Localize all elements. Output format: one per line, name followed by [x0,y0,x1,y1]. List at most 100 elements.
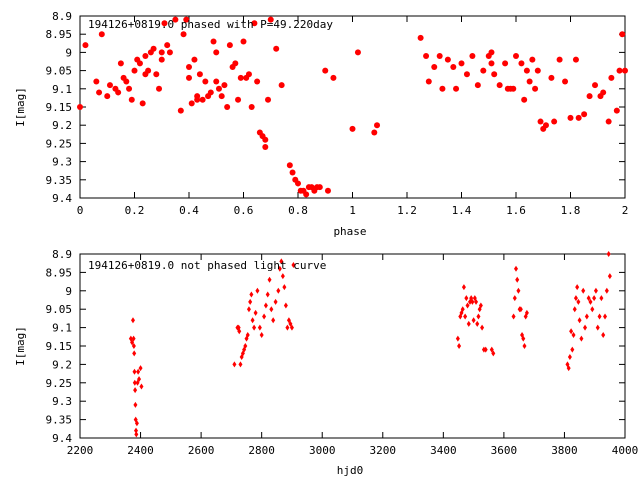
data-point [417,34,424,41]
data-point [283,302,288,309]
data-point [469,53,476,60]
data-point [235,96,242,103]
data-point [480,324,485,331]
x-tick-label: 2 [622,204,629,217]
data-point [567,114,574,121]
data-point [604,287,609,294]
data-point [450,63,457,70]
data-point [431,63,438,70]
data-point [584,313,589,320]
y-tick-label: 9.1 [52,83,72,96]
data-point [439,85,446,92]
data-point [603,313,608,320]
data-point [322,67,329,74]
data-point [117,60,124,67]
data-point [188,100,195,107]
y-tick-label: 9.4 [52,432,72,445]
data-point [286,162,293,169]
data-point [186,63,192,70]
data-point [573,295,578,302]
data-point [444,56,451,63]
data-point [243,343,248,349]
data-point [202,78,209,85]
data-point [226,42,233,49]
data-point [106,82,113,89]
y-tick-label: 9.35 [46,174,73,187]
data-point [532,85,539,92]
data-point [524,309,529,316]
data-point [265,96,272,103]
data-point [583,324,588,331]
data-point [267,16,274,23]
data-point [567,354,572,361]
data-point [232,60,239,67]
data-point [213,49,220,56]
data-point [98,31,105,38]
data-point [137,376,142,383]
data-point [516,287,521,294]
data-point [133,401,138,408]
data-point [542,122,549,129]
data-point [371,129,378,136]
data-point [374,122,381,129]
data-point [139,100,146,107]
data-point [194,96,201,103]
data-point [518,60,525,67]
data-point [476,313,481,320]
data-point [207,89,214,96]
data-point [136,60,143,67]
y-tick-label: 9.2 [52,358,72,371]
data-point [273,298,278,305]
data-point [136,368,141,375]
data-point [96,89,103,96]
plot-frame [79,253,626,439]
data-point [521,335,526,342]
data-point [526,78,533,85]
data-point [436,53,443,60]
x-tick-label: 3000 [309,444,336,457]
y-axis-ticks: 8.9 8.95 9 9.05 9.1 9.15 9.2 9.25 9.3 9.35 9.4 [46,248,625,445]
data-point [510,85,517,92]
y-tick-label: 9.05 [46,65,73,78]
data-point [134,431,139,438]
data-point [249,291,254,298]
data-point [77,104,83,110]
data-point [529,56,536,63]
data-points [128,251,612,438]
data-point [480,67,487,74]
data-point [156,85,163,92]
y-tick-label: 8.9 [52,248,72,261]
data-point [265,291,270,298]
data-point [488,49,495,56]
data-point [562,78,569,85]
y-tick-label: 8.95 [46,28,73,41]
data-point [460,306,465,313]
data-point [478,302,483,309]
data-point [269,306,274,313]
y-tick-label: 9.35 [46,414,73,427]
data-point [453,85,460,92]
data-point [514,265,518,272]
data-point [572,306,577,313]
data-point [132,379,137,386]
data-point [186,74,192,81]
data-point [248,298,253,305]
y-tick-label: 9.1 [52,322,72,335]
data-point [619,31,626,38]
data-point [282,284,287,291]
x-tick-label: 3200 [370,444,397,457]
x-tick-label: 2200 [67,444,94,457]
data-point [132,350,137,357]
chart-title: 194126+0819.0 not phased light curve [88,259,326,272]
data-point [246,306,251,313]
data-point [133,387,138,394]
data-point [577,317,582,324]
data-point [232,361,237,368]
data-point [289,324,294,331]
data-point [291,262,296,269]
data-point [548,74,555,81]
data-point [502,60,509,67]
data-point [221,82,228,89]
data-point [196,71,203,78]
data-point [263,302,268,309]
